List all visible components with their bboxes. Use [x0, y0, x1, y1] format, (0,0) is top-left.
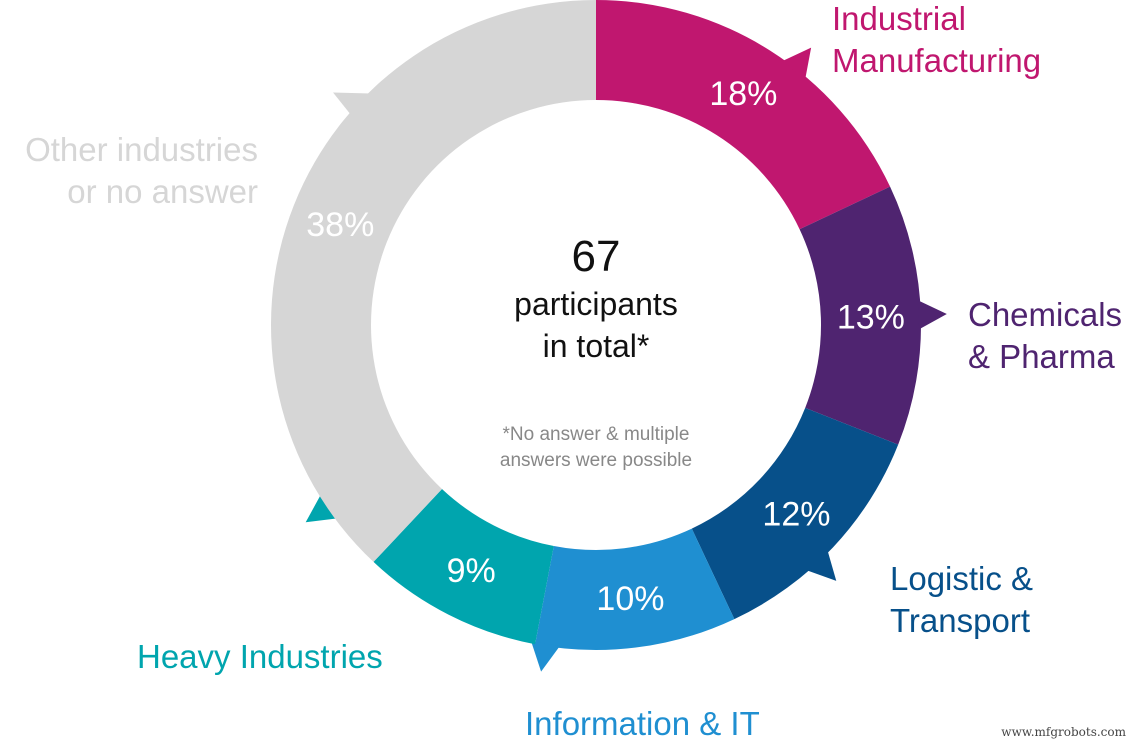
label-line: Industrial: [832, 0, 966, 37]
slice-pointer: [806, 550, 837, 581]
slice-pointer: [918, 300, 947, 330]
slice-value-label: 13%: [837, 298, 905, 336]
center-total: 67: [571, 232, 621, 281]
label-line: Manufacturing: [832, 42, 1042, 79]
slice-pointer: [531, 641, 560, 672]
slice-value-label: 12%: [762, 495, 830, 533]
slice-pointer: [305, 494, 338, 523]
label-line: Logistic &: [890, 560, 1034, 597]
label-line: or no answer: [67, 173, 258, 210]
donut-slice: [799, 186, 921, 445]
donut-slice: [691, 407, 899, 620]
label-line: Heavy Industries: [137, 638, 383, 675]
label-heavy-industries: Heavy Industries: [137, 636, 383, 678]
watermark: www.mfgrobots.com: [1001, 725, 1126, 739]
donut-slice: [373, 489, 554, 645]
label-line: Other industries: [25, 131, 258, 168]
label-logistic-transport: Logistic & Transport: [890, 558, 1033, 642]
footnote-line1: *No answer & multiple: [502, 424, 690, 445]
label-other-industries: Other industries or no answer: [0, 129, 258, 213]
label-industrial-manufacturing: Industrial Manufacturing: [832, 0, 1041, 82]
center-line1: participants: [514, 286, 678, 322]
slice-value-label: 18%: [709, 75, 777, 113]
donut-slice: [596, 0, 891, 230]
footnote-line2: answers were possible: [499, 450, 693, 471]
label-line: Information & IT: [525, 705, 760, 742]
label-line: & Pharma: [968, 338, 1115, 375]
slice-value-label: 10%: [596, 580, 664, 618]
slice-pointer: [333, 92, 371, 115]
donut-slice: [535, 528, 735, 650]
slice-value-label: 38%: [306, 206, 374, 244]
donut-slice: [271, 0, 596, 562]
label-line: Chemicals: [968, 296, 1123, 333]
center-line2: in total*: [542, 328, 650, 364]
label-chemicals-pharma: Chemicals & Pharma: [968, 294, 1122, 378]
label-information-it: Information & IT: [525, 703, 760, 745]
slice-pointer: [782, 47, 812, 79]
slice-value-label: 9%: [447, 552, 496, 590]
label-line: Transport: [890, 602, 1030, 639]
